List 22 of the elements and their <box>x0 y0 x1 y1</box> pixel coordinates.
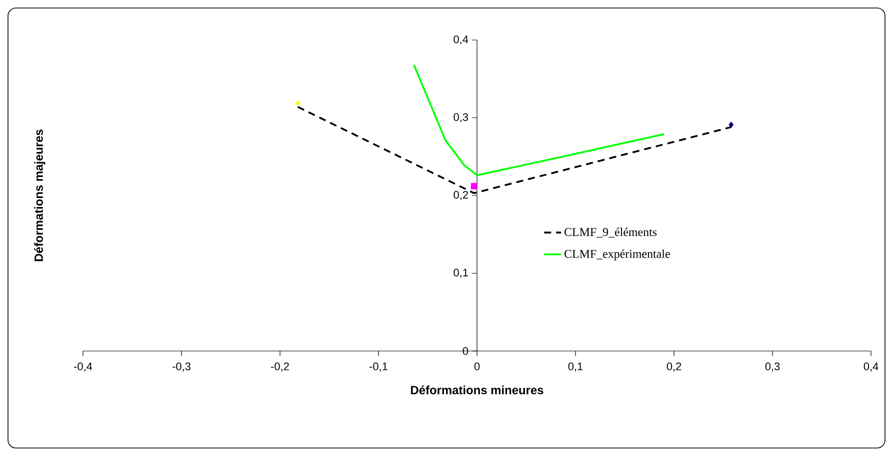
point <box>728 122 734 128</box>
x-tick-label: 0,4 <box>864 362 878 372</box>
y-tick-label: 0,1 <box>454 268 468 278</box>
x-tick-label: -0,3 <box>172 362 190 372</box>
point <box>470 182 478 190</box>
y-tick-label: 0,3 <box>454 113 468 122</box>
x-tick-label: -0,2 <box>271 362 289 372</box>
y-tick-label: 0,4 <box>454 35 468 45</box>
line-series <box>413 64 666 176</box>
legend-label: CLMF_9_éléments <box>564 228 657 238</box>
y-tick-label: 0,2 <box>454 190 468 200</box>
x-tick-label: 0,1 <box>568 362 583 372</box>
x-tick-label: 0,3 <box>765 362 780 372</box>
x-tick-label: -0,4 <box>74 362 92 372</box>
x-tick-label: 0,2 <box>666 362 682 372</box>
y-axis-title: Déformations majeures <box>34 130 46 262</box>
y-tick-label: 0 <box>462 347 468 355</box>
x-axis-title: Déformations mineures <box>411 385 544 394</box>
x-tick-label: -0,1 <box>370 362 388 372</box>
legend-label: CLMF_expérimentale <box>564 249 670 260</box>
point <box>294 100 301 105</box>
x-tick-label: 0 <box>474 362 480 370</box>
